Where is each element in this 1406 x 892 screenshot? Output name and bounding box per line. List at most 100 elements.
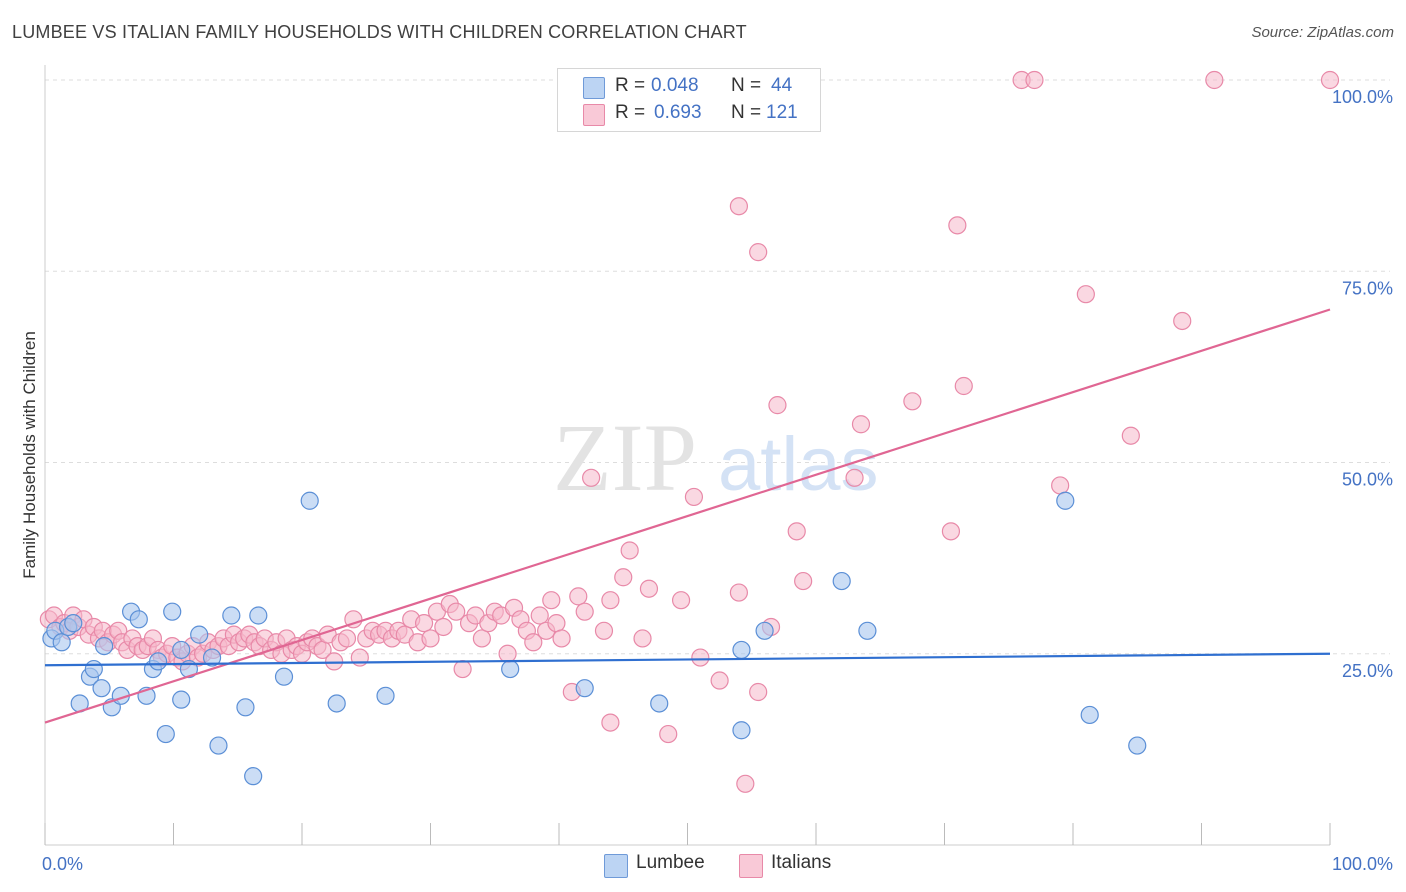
y-tick-label-1: 50.0% [1342, 470, 1393, 490]
lumbee-n-value: 44 [771, 75, 793, 96]
lumbee-point-16 [148, 652, 168, 671]
italians-point-130 [659, 724, 678, 744]
lumbee-point-20 [172, 640, 191, 660]
lumbee-point-35 [650, 694, 669, 713]
lumbee-point-7 [84, 659, 103, 679]
lumbee-point-32 [376, 686, 395, 705]
bottom-italians-swatch [739, 854, 763, 878]
y-tick-label-3: 100.0% [1332, 87, 1393, 107]
lumbee-r-value: 0.048 [651, 75, 699, 96]
italians-point-110 [749, 243, 768, 262]
lumbee-point-33 [501, 659, 520, 679]
lumbee-point-41 [1056, 491, 1075, 510]
y-tick-label-2: 75.0% [1342, 278, 1393, 298]
watermark-zip: ZIP [553, 404, 697, 511]
italians-point-127 [1205, 70, 1224, 90]
lumbee-point-17 [156, 724, 175, 744]
correlation-legend: R = 0.048 N = 44 R = 0.693 N = 121 [557, 68, 821, 132]
lumbee-point-13 [129, 610, 148, 629]
italians-trend-line [44, 308, 1331, 724]
legend-row-italians: R = 0.693 N = 121 [583, 102, 823, 128]
italians-point-107 [729, 583, 749, 602]
lumbee-point-26 [236, 698, 255, 717]
lumbee-point-30 [300, 491, 319, 510]
italians-point-88 [530, 606, 549, 625]
italians-point-128 [1320, 70, 1340, 90]
italians-point-95 [575, 602, 594, 621]
lumbee-point-43 [1128, 736, 1147, 755]
italians-point-71 [421, 629, 440, 648]
italians-n-label: N = [731, 102, 762, 123]
italians-point-92 [552, 629, 571, 648]
lumbee-point-9 [95, 636, 114, 656]
italians-point-113 [787, 522, 806, 541]
y-axis-label: Family Households with Children [20, 331, 39, 579]
gridlines [45, 79, 1390, 655]
bottom-lumbee-swatch [604, 854, 628, 878]
italians-point-59 [344, 610, 363, 629]
italians-point-125 [1121, 426, 1140, 445]
lumbee-point-27 [244, 767, 263, 786]
lumbee-point-23 [202, 648, 222, 667]
lumbee-point-38 [755, 621, 774, 640]
trend-lines [44, 308, 1331, 724]
italians-point-105 [691, 648, 710, 667]
chart-title: LUMBEE VS ITALIAN FAMILY HOUSEHOLDS WITH… [12, 22, 747, 42]
italians-point-58 [337, 629, 357, 648]
italians-point-90 [542, 591, 561, 610]
bottom-italians-label: Italians [771, 852, 832, 873]
lumbee-point-37 [732, 640, 751, 660]
lumbee-point-22 [190, 625, 209, 644]
lumbee-point-8 [92, 679, 111, 698]
italians-point-112 [768, 396, 787, 415]
italians-point-115 [845, 468, 864, 487]
italians-point-108 [736, 774, 755, 793]
italians-point-109 [749, 682, 768, 702]
italians-point-104 [684, 487, 704, 507]
italians-point-73 [434, 617, 453, 637]
italians-swatch [583, 104, 605, 126]
italians-point-87 [524, 633, 543, 652]
x-tick-label-0: 0.0% [42, 854, 83, 874]
lumbee-swatch [583, 77, 605, 99]
italians-point-103 [671, 591, 691, 610]
italians-r-value: 0.693 [654, 102, 702, 123]
italians-point-102 [639, 579, 659, 598]
italians-point-70 [414, 614, 434, 633]
italians-point-97 [594, 621, 614, 640]
lumbee-point-24 [209, 736, 228, 755]
lumbee-trend-line [44, 652, 1331, 667]
italians-point-120 [954, 376, 973, 396]
bottom-lumbee-label: Lumbee [636, 852, 705, 873]
y-tick-label-0: 25.0% [1342, 661, 1393, 681]
italians-point-100 [620, 541, 639, 560]
italians-point-116 [851, 415, 871, 434]
lumbee-point-19 [172, 690, 191, 709]
italians-point-56 [325, 652, 344, 671]
lumbee-point-28 [249, 606, 268, 625]
italians-point-98 [601, 591, 620, 610]
lumbee-point-40 [858, 621, 877, 640]
watermark-atlas: atlas [718, 422, 879, 507]
italians-point-75 [447, 602, 466, 621]
italians-point-96 [582, 468, 601, 487]
italians-point-111 [729, 197, 749, 216]
lumbee-n-label: N = [731, 75, 762, 96]
italians-point-126 [1173, 311, 1192, 331]
lumbee-r-label: R = [615, 75, 646, 96]
lumbee-point-31 [327, 694, 346, 713]
italians-point-114 [794, 571, 813, 591]
lumbee-point-2 [52, 633, 71, 652]
italians-r-label: R = [615, 102, 646, 123]
legend-row-lumbee: R = 0.048 N = 44 [583, 75, 823, 101]
italians-point-119 [948, 216, 967, 235]
italians-point-122 [1025, 70, 1044, 90]
lumbee-point-34 [575, 679, 594, 698]
lumbee-point-42 [1080, 705, 1099, 725]
lumbee-point-39 [832, 571, 851, 591]
italians-point-117 [903, 392, 922, 411]
source-label: Source: ZipAtlas.com [1251, 24, 1394, 41]
italians-point-118 [941, 522, 961, 541]
watermark: ZIP atlas [553, 404, 879, 511]
